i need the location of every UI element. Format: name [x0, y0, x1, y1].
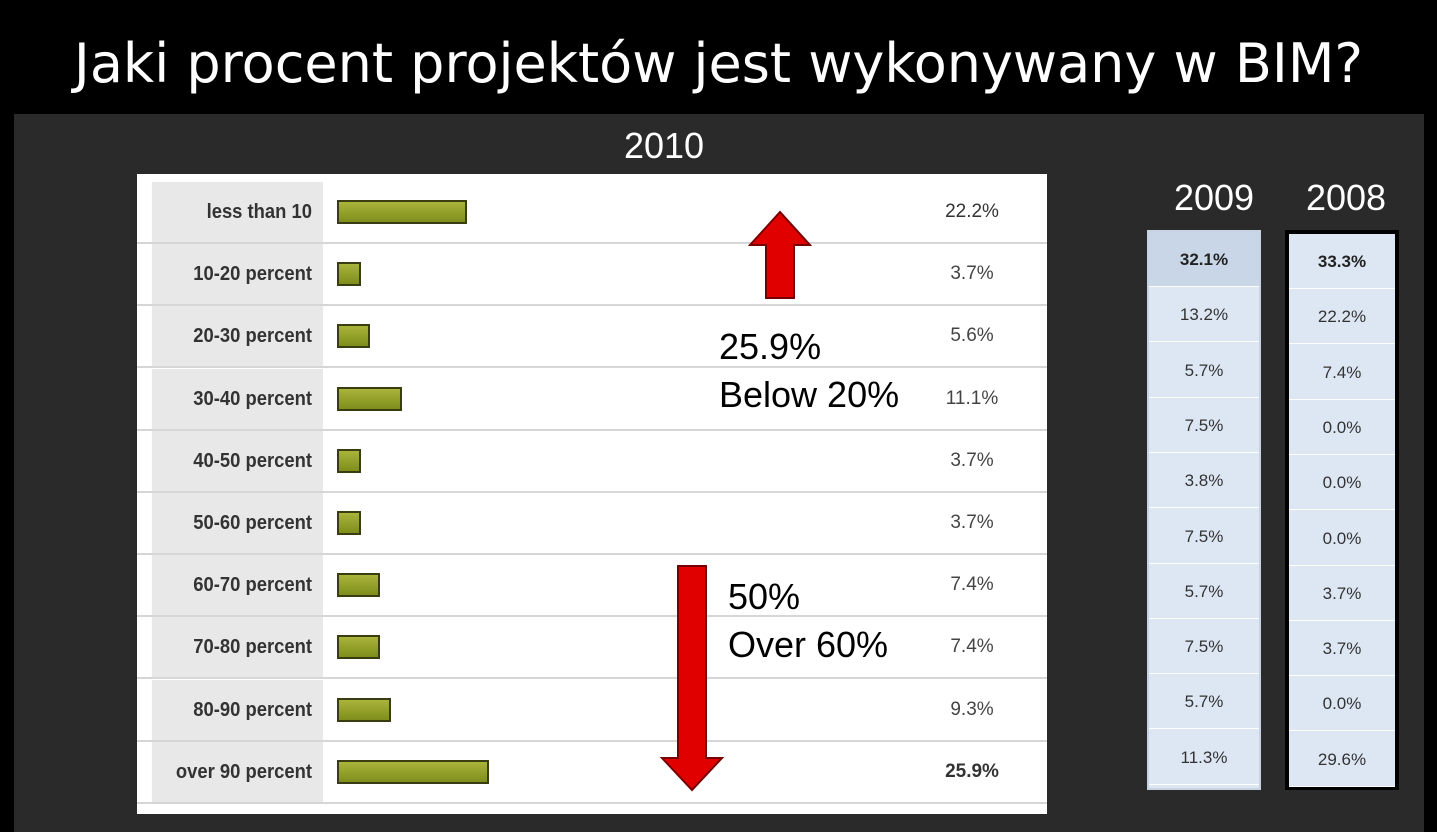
table-cell: 32.1%	[1149, 232, 1259, 287]
annotation-below-20-label: Below 20%	[719, 374, 900, 415]
table-row: 80-90 percent 9.3%	[137, 679, 1047, 742]
value-label: 3.7%	[950, 512, 994, 533]
value-label: 3.7%	[950, 449, 994, 471]
chart-title-2010: 2010	[623, 125, 705, 166]
table-cell: 11.3%	[1149, 730, 1259, 785]
table-cell: 5.7%	[1149, 343, 1259, 398]
table-cell: 7.5%	[1149, 619, 1259, 675]
category-label: 10-20 percent	[151, 244, 323, 305]
bar	[337, 262, 361, 287]
value-label: 7.4%	[950, 636, 994, 658]
category-label: 50-60 percent	[151, 493, 323, 553]
category-label: over 90 percent	[151, 741, 323, 802]
table-cell: 3.7%	[1289, 621, 1395, 677]
bar	[337, 511, 361, 535]
bar	[337, 573, 381, 598]
table-cell: 29.6%	[1289, 732, 1395, 787]
category-label: 20-30 percent	[151, 306, 323, 367]
table-cell: 33.3%	[1289, 234, 1395, 289]
column-title-2008: 2008	[1305, 177, 1387, 218]
table-cell: 0.0%	[1289, 676, 1395, 732]
table-cell: 5.7%	[1149, 564, 1259, 619]
value-label: 9.3%	[950, 698, 994, 720]
table-2008: 33.3% 22.2% 7.4% 0.0% 0.0% 0.0% 3.7% 3.7% 0.0% 29…	[1285, 230, 1399, 790]
column-title-2009: 2009	[1173, 177, 1255, 218]
table-2009: 32.1% 13.2% 5.7% 7.5% 3.8% 7.5% 5.7% 7.5% 5.7% 11…	[1147, 230, 1261, 790]
category-label: 70-80 percent	[151, 617, 323, 678]
red-down-arrow-icon	[659, 565, 725, 792]
table-cell: 0.0%	[1289, 400, 1395, 455]
bar	[337, 448, 361, 473]
bar	[337, 697, 392, 722]
annotation-over-60-label: Over 60%	[728, 624, 889, 665]
category-label: 30-40 percent	[151, 368, 323, 429]
value-label: 25.9%	[945, 760, 999, 782]
value-label: 7.4%	[950, 574, 994, 596]
category-label: 60-70 percent	[151, 555, 323, 616]
table-cell: 7.5%	[1149, 398, 1259, 453]
slide-title: Jaki procent projektów jest wykonywany w…	[73, 32, 1364, 95]
bar	[337, 759, 489, 784]
value-label: 22.2%	[945, 201, 999, 222]
bar	[337, 386, 402, 411]
category-label: 40-50 percent	[151, 430, 323, 491]
table-cell: 7.4%	[1289, 345, 1395, 400]
table-row: 40-50 percent 3.7%	[137, 430, 1047, 493]
table-cell: 3.8%	[1149, 453, 1259, 509]
table-row: 20-30 percent 5.6%	[137, 306, 1047, 369]
table-cell: 22.2%	[1289, 289, 1395, 345]
value-label: 3.7%	[950, 263, 994, 285]
table-row: 60-70 percent 7.4%	[137, 555, 1047, 618]
table-row: over 90 percent 25.9%	[137, 741, 1047, 804]
value-label: 5.6%	[950, 325, 994, 347]
table-cell: 5.7%	[1149, 674, 1259, 730]
category-label: 80-90 percent	[151, 679, 323, 740]
table-cell: 3.7%	[1289, 566, 1395, 621]
red-up-arrow-icon	[747, 210, 813, 299]
annotation-below-20-value: 25.9%	[719, 326, 822, 367]
bar	[337, 324, 370, 349]
table-row: 10-20 percent 3.7%	[137, 244, 1047, 307]
table-row: 50-60 percent 3.7%	[137, 493, 1047, 555]
bar	[337, 200, 467, 224]
bar-table-2010: less than 10 22.2% 10-20 percent 3.7% 20-30 …	[137, 174, 1047, 814]
table-row: 30-40 percent 11.1%	[137, 368, 1047, 431]
table-cell: 7.5%	[1149, 509, 1259, 564]
annotation-over-60-value: 50%	[728, 576, 801, 617]
table-cell: 0.0%	[1289, 455, 1395, 511]
table-row: less than 10 22.2%	[137, 182, 1047, 244]
table-cell: 13.2%	[1149, 287, 1259, 343]
category-label: less than 10	[151, 182, 323, 242]
table-row: 70-80 percent 7.4%	[137, 617, 1047, 680]
value-label: 11.1%	[945, 387, 999, 409]
table-cell: 0.0%	[1289, 511, 1395, 566]
bar	[337, 635, 381, 660]
